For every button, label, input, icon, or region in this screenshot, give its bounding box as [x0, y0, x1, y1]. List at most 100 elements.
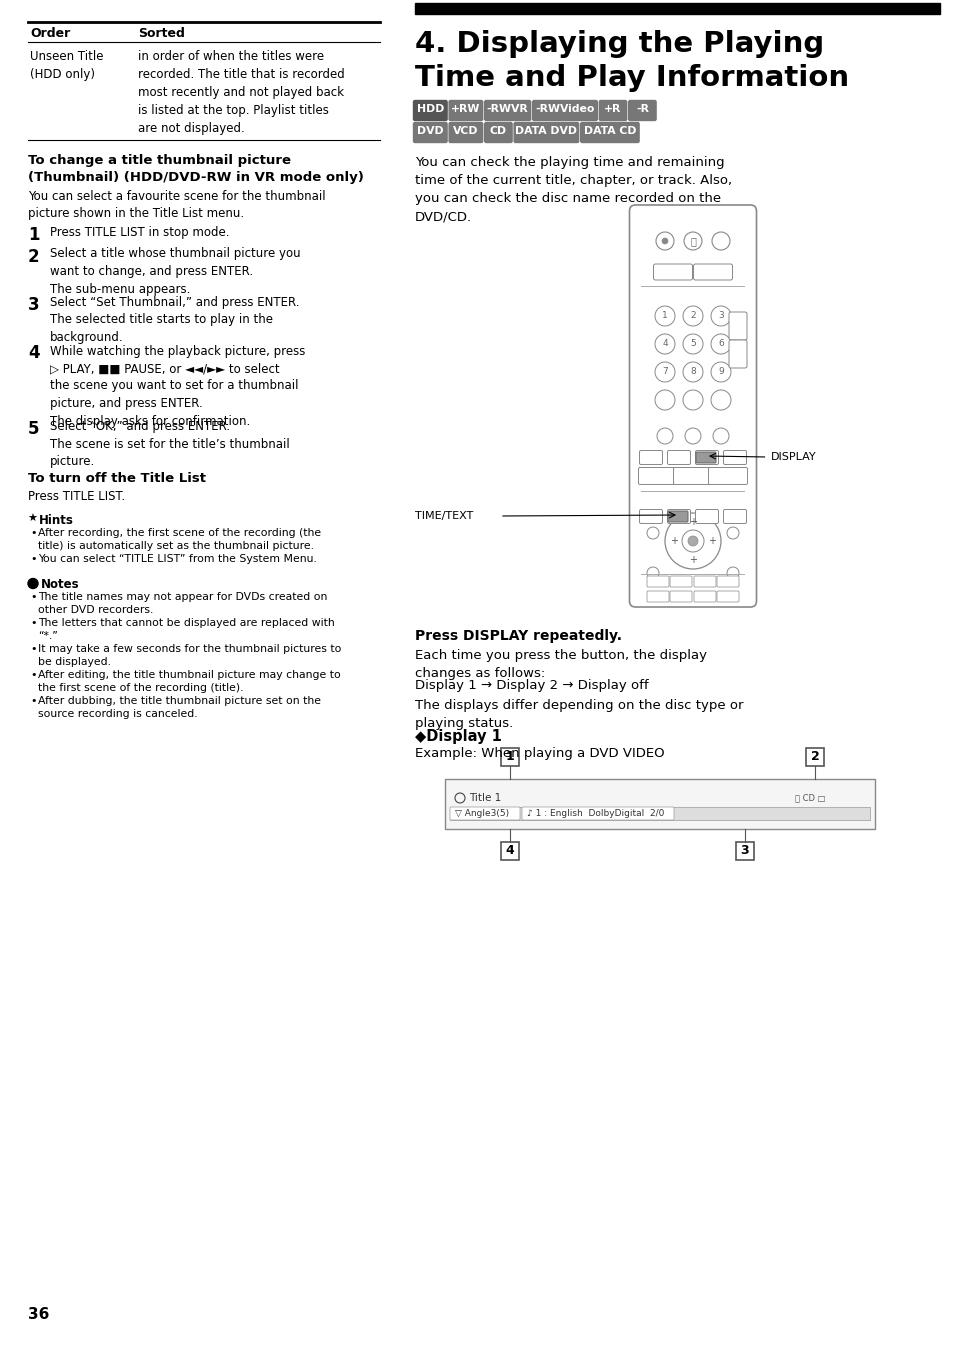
Text: After editing, the title thumbnail picture may change to
the first scene of the : After editing, the title thumbnail pictu… [38, 671, 340, 694]
FancyBboxPatch shape [722, 510, 745, 523]
FancyBboxPatch shape [669, 591, 691, 602]
Text: DATA DVD: DATA DVD [515, 127, 577, 137]
Circle shape [28, 579, 38, 588]
Text: Notes: Notes [41, 579, 79, 592]
Text: 5: 5 [28, 420, 39, 438]
Bar [444, 779, 874, 829]
Text: +: + [707, 535, 716, 546]
Text: -RWVR: -RWVR [486, 104, 528, 115]
FancyBboxPatch shape [717, 591, 739, 602]
Bar [805, 748, 823, 767]
Text: N: N [30, 580, 36, 587]
FancyBboxPatch shape [673, 468, 712, 484]
FancyBboxPatch shape [598, 100, 626, 120]
Text: +: + [688, 516, 697, 527]
Text: 5: 5 [689, 339, 695, 349]
Text: 1: 1 [505, 750, 514, 764]
Text: •: • [30, 554, 36, 565]
Text: The displays differ depending on the disc type or
playing status.: The displays differ depending on the dis… [415, 699, 742, 730]
Text: ♪ 1 : English  DolbyDigital  2/0: ♪ 1 : English DolbyDigital 2/0 [526, 808, 663, 818]
FancyBboxPatch shape [693, 591, 716, 602]
Text: ◆Display 1: ◆Display 1 [415, 729, 501, 744]
Text: Hints: Hints [39, 515, 73, 527]
Text: VCD: VCD [453, 127, 478, 137]
FancyBboxPatch shape [521, 807, 673, 821]
Text: To change a title thumbnail picture: To change a title thumbnail picture [28, 154, 291, 168]
Text: Select “Set Thumbnail,” and press ENTER.
The selected title starts to play in th: Select “Set Thumbnail,” and press ENTER.… [50, 296, 299, 343]
Text: Select “OK,” and press ENTER.
The scene is set for the title’s thumbnail
picture: Select “OK,” and press ENTER. The scene … [50, 420, 290, 468]
Text: Press DISPLAY repeatedly.: Press DISPLAY repeatedly. [415, 629, 621, 644]
FancyBboxPatch shape [693, 576, 716, 587]
FancyBboxPatch shape [484, 123, 512, 142]
Text: Display 1 → Display 2 → Display off: Display 1 → Display 2 → Display off [415, 679, 648, 692]
FancyBboxPatch shape [449, 100, 482, 120]
Text: Press TITLE LIST.: Press TITLE LIST. [28, 489, 125, 503]
Text: Unseen Title
(HDD only): Unseen Title (HDD only) [30, 50, 103, 81]
Text: •: • [30, 618, 36, 629]
Text: •: • [30, 592, 36, 603]
Text: HDD: HDD [416, 104, 443, 115]
Text: You can check the playing time and remaining
time of the current title, chapter,: You can check the playing time and remai… [415, 155, 731, 223]
Text: DATA CD: DATA CD [583, 127, 636, 137]
FancyBboxPatch shape [449, 123, 482, 142]
Text: •: • [30, 529, 36, 538]
Text: Order: Order [30, 27, 71, 41]
FancyBboxPatch shape [484, 100, 530, 120]
Text: -RWVideo: -RWVideo [535, 104, 594, 115]
Text: While watching the playback picture, press
▷ PLAY, ■■ PAUSE, or ◄◄/►► to select
: While watching the playback picture, pre… [50, 345, 305, 427]
FancyBboxPatch shape [695, 510, 718, 523]
Text: Example: When playing a DVD VIDEO: Example: When playing a DVD VIDEO [415, 748, 664, 760]
Text: 4: 4 [505, 845, 514, 857]
FancyBboxPatch shape [667, 450, 690, 465]
Text: 9: 9 [718, 368, 723, 376]
FancyBboxPatch shape [728, 312, 746, 339]
Bar [450, 807, 869, 821]
Text: Each time you press the button, the display
changes as follows:: Each time you press the button, the disp… [415, 649, 706, 680]
Text: 1: 1 [661, 311, 667, 320]
FancyBboxPatch shape [638, 468, 677, 484]
Text: Time and Play Information: Time and Play Information [415, 64, 848, 92]
Text: 3: 3 [28, 296, 40, 314]
FancyBboxPatch shape [628, 100, 656, 120]
FancyBboxPatch shape [669, 576, 691, 587]
Text: Title 1: Title 1 [469, 794, 500, 803]
Text: (Thumbnail) (HDD/DVD-RW in VR mode only): (Thumbnail) (HDD/DVD-RW in VR mode only) [28, 170, 363, 184]
FancyBboxPatch shape [708, 468, 747, 484]
FancyBboxPatch shape [413, 100, 447, 120]
Text: You can select a favourite scene for the thumbnail
picture shown in the Title Li: You can select a favourite scene for the… [28, 191, 325, 220]
FancyBboxPatch shape [580, 123, 639, 142]
Circle shape [661, 238, 667, 243]
Bar [735, 842, 753, 860]
Circle shape [687, 535, 698, 546]
Text: After dubbing, the title thumbnail picture set on the
source recording is cancel: After dubbing, the title thumbnail pictu… [38, 696, 320, 719]
Text: 7: 7 [661, 368, 667, 376]
Text: ⏸: ⏸ [689, 237, 695, 246]
FancyBboxPatch shape [646, 576, 668, 587]
FancyBboxPatch shape [629, 206, 756, 607]
Text: CD: CD [489, 127, 506, 137]
Text: 4: 4 [28, 345, 40, 362]
Text: 4: 4 [661, 339, 667, 349]
Text: +R: +R [603, 104, 621, 115]
Text: 36: 36 [28, 1307, 50, 1322]
FancyBboxPatch shape [646, 591, 668, 602]
Text: 8: 8 [689, 368, 695, 376]
Text: 🔒 CD □: 🔒 CD □ [794, 794, 824, 802]
FancyBboxPatch shape [695, 450, 718, 465]
FancyBboxPatch shape [514, 123, 578, 142]
Text: Sorted: Sorted [138, 27, 185, 41]
Text: DVD: DVD [416, 127, 443, 137]
Bar [500, 748, 518, 767]
Text: You can select “TITLE LIST” from the System Menu.: You can select “TITLE LIST” from the Sys… [38, 554, 316, 565]
Text: Select a title whose thumbnail picture you
want to change, and press ENTER.
The : Select a title whose thumbnail picture y… [50, 247, 300, 296]
Text: After recording, the first scene of the recording (the
title) is automatically s: After recording, the first scene of the … [38, 529, 321, 552]
Text: The title names may not appear for DVDs created on
other DVD recorders.: The title names may not appear for DVDs … [38, 592, 327, 615]
Text: 1: 1 [28, 226, 39, 243]
Text: To turn off the Title List: To turn off the Title List [28, 472, 206, 485]
Text: The letters that cannot be displayed are replaced with
“*.”: The letters that cannot be displayed are… [38, 618, 335, 641]
Text: -R: -R [636, 104, 648, 115]
Text: Press TITLE LIST in stop mode.: Press TITLE LIST in stop mode. [50, 226, 230, 239]
Text: +RW: +RW [451, 104, 480, 115]
Text: in order of when the titles were
recorded. The title that is recorded
most recen: in order of when the titles were recorde… [138, 50, 344, 135]
Text: ▽ Angle3(5): ▽ Angle3(5) [455, 808, 509, 818]
